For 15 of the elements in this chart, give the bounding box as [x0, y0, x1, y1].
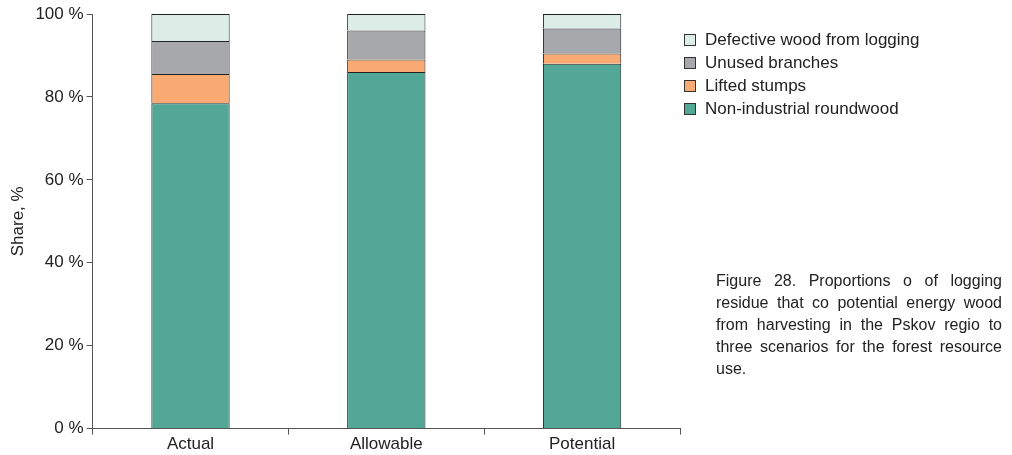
y-tick-label: 0 % — [54, 418, 84, 438]
y-tick-label: 100 % — [35, 3, 84, 23]
legend-label: Unused branches — [705, 52, 839, 73]
y-axis-title: Share, % — [7, 186, 27, 257]
y-tick-label: 60 % — [44, 169, 84, 189]
legend-label: Non-industrial roundwood — [705, 98, 899, 119]
x-tick-label: Potential — [549, 434, 616, 454]
y-tick-label: 80 % — [44, 86, 84, 106]
caption: Figure 28. Proportions o of logging residue that co potential energy wood from harvesting in the Pskov regio to three scenarios for the forest resource use. — [716, 271, 1002, 379]
x-tick-label: Allowable — [349, 434, 423, 454]
legend-label: Lifted stumps — [705, 75, 807, 96]
legend-label: Defective wood from logging — [705, 29, 920, 50]
y-tick-label: 40 % — [44, 252, 84, 272]
y-tick-label: 20 % — [44, 335, 84, 355]
x-tick-label: Actual — [166, 434, 215, 454]
